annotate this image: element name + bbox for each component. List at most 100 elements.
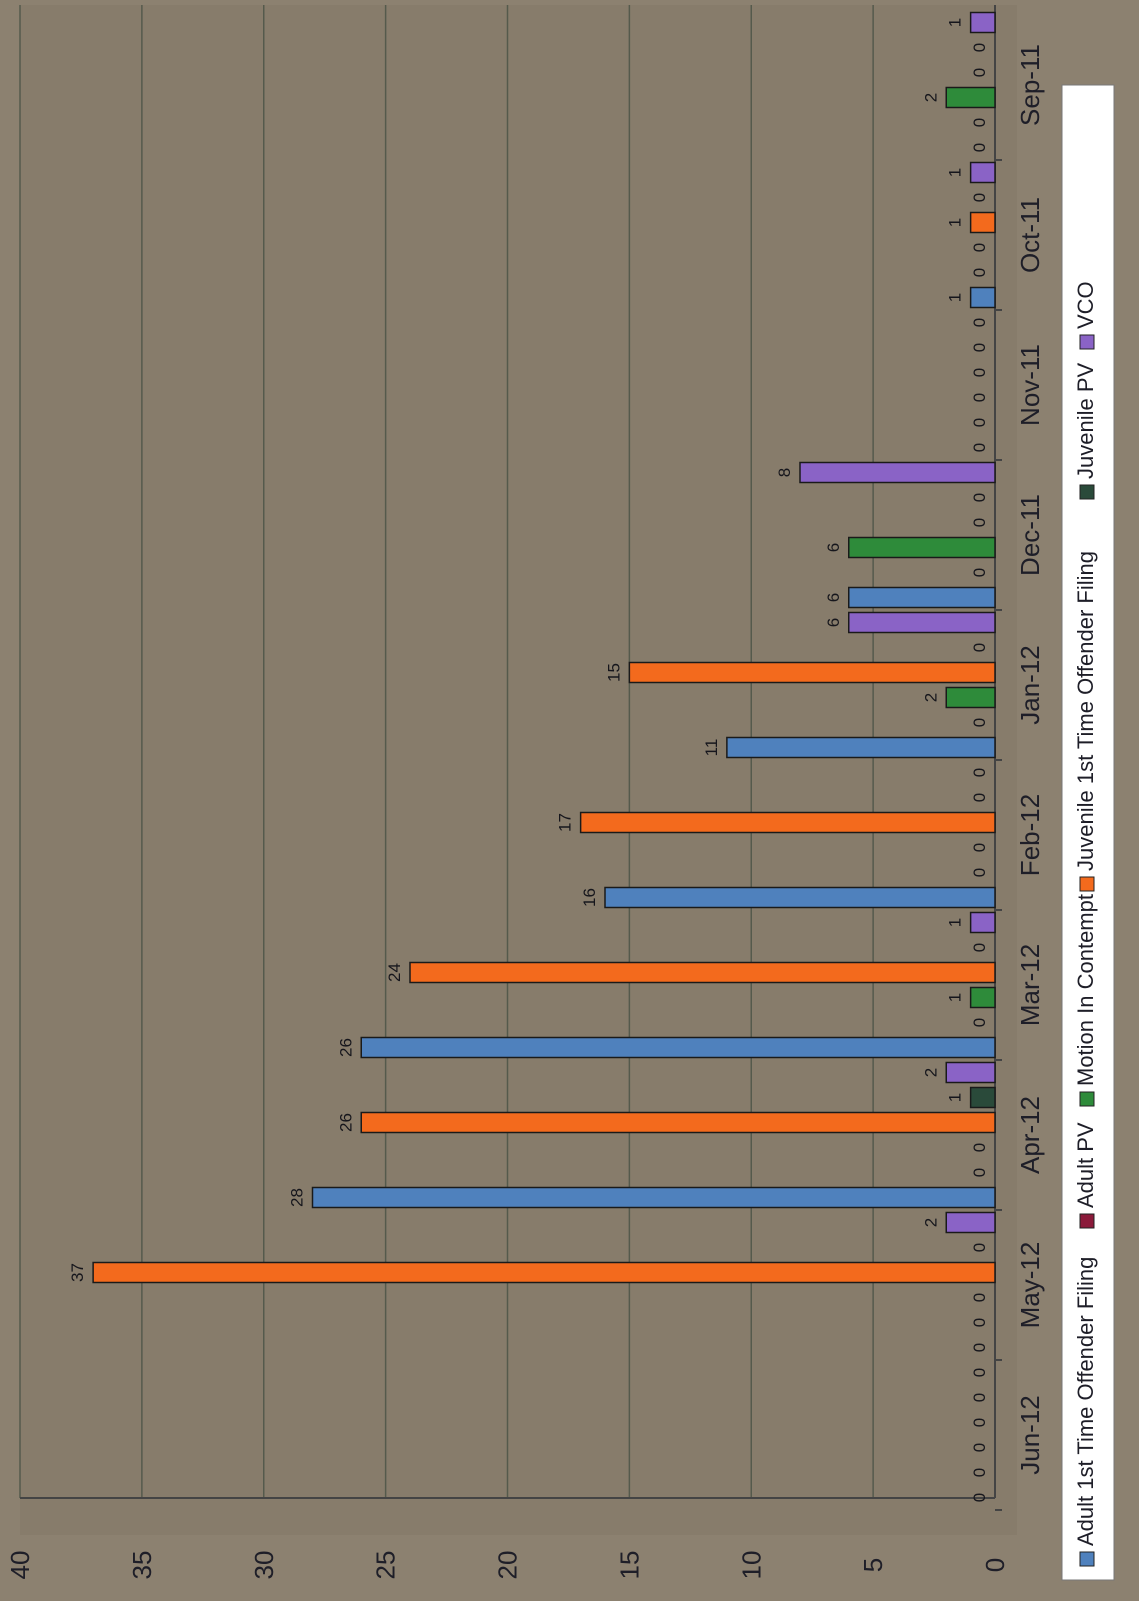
data-label: 2 — [921, 1068, 940, 1077]
bar — [945, 1211, 996, 1234]
data-label: 0 — [970, 243, 989, 252]
data-label: 2 — [921, 93, 940, 102]
bar — [969, 211, 996, 234]
value-tick-label: 5 — [858, 1558, 888, 1572]
data-label: 0 — [970, 318, 989, 327]
bar — [969, 161, 996, 184]
legend-swatch — [1079, 1091, 1095, 1107]
data-label: 0 — [970, 68, 989, 77]
legend-label: Juvenile 1st Time Offender Filing — [1073, 551, 1098, 871]
data-label: 6 — [824, 543, 843, 552]
data-label: 1 — [946, 18, 965, 27]
value-tick-label: 0 — [980, 1558, 1010, 1572]
data-label: 0 — [970, 1243, 989, 1252]
data-label: 0 — [970, 43, 989, 52]
bar — [969, 1086, 996, 1109]
data-label: 2 — [921, 693, 940, 702]
data-label: 0 — [970, 643, 989, 652]
legend-background — [1061, 84, 1115, 1581]
data-label: 1 — [946, 918, 965, 927]
category-label: Jun-12 — [1015, 1395, 1045, 1475]
data-label: 1 — [946, 293, 965, 302]
data-label: 0 — [970, 568, 989, 577]
data-label: 2 — [921, 1218, 940, 1227]
value-tick-label: 30 — [249, 1551, 279, 1580]
data-label: 0 — [970, 343, 989, 352]
bar — [848, 611, 996, 634]
bar — [945, 1061, 996, 1084]
bar — [579, 811, 996, 834]
data-label: 37 — [68, 1263, 87, 1282]
data-label: 0 — [970, 1318, 989, 1327]
category-label: Mar-12 — [1015, 944, 1045, 1026]
category-label: Feb-12 — [1015, 794, 1045, 876]
data-label: 8 — [775, 468, 794, 477]
legend-swatch — [1079, 1213, 1095, 1229]
bar — [848, 536, 996, 559]
category-label: Sep-11 — [1015, 44, 1045, 126]
category-label: May-12 — [1015, 1242, 1045, 1329]
legend-swatch — [1079, 334, 1095, 350]
data-label: 0 — [970, 943, 989, 952]
legend-label: VCO — [1073, 281, 1098, 329]
data-label: 0 — [970, 493, 989, 502]
data-label: 1 — [946, 168, 965, 177]
value-tick-label: 15 — [614, 1551, 644, 1580]
data-label: 0 — [970, 768, 989, 777]
legend-label: Motion In Contempt — [1073, 894, 1098, 1086]
data-label: 0 — [970, 1418, 989, 1427]
data-label: 0 — [970, 1468, 989, 1477]
data-label: 6 — [824, 593, 843, 602]
data-label: 0 — [970, 393, 989, 402]
data-label: 26 — [336, 1038, 355, 1057]
data-label: 0 — [970, 143, 989, 152]
data-label: 0 — [970, 718, 989, 727]
data-label: 28 — [288, 1188, 307, 1207]
data-label: 0 — [970, 368, 989, 377]
legend-box: Adult 1st Time Offender Filing Adult PV Mo… — [1061, 84, 1115, 1581]
bar — [360, 1111, 996, 1134]
value-tick-label: 35 — [127, 1551, 157, 1580]
bar — [311, 1186, 996, 1209]
data-label: 0 — [970, 868, 989, 877]
gridlines — [19, 5, 874, 1498]
legend-swatch — [1079, 876, 1095, 892]
data-label: 0 — [970, 118, 989, 127]
data-label: 1 — [946, 1093, 965, 1102]
axes: 0510152025303540Sep-11Oct-11Nov-11Dec-11… — [5, 5, 1045, 1579]
bar — [969, 286, 996, 309]
data-label: 15 — [604, 663, 623, 682]
value-tick-label: 25 — [371, 1551, 401, 1580]
bar — [969, 11, 996, 34]
plot-area — [20, 5, 1017, 1535]
data-label: 0 — [970, 268, 989, 277]
bar — [92, 1261, 996, 1284]
data-label: 0 — [970, 443, 989, 452]
legend-swatch — [1079, 484, 1095, 500]
bar — [848, 586, 996, 609]
bar — [726, 736, 996, 759]
data-label: 0 — [970, 193, 989, 202]
data-label: 17 — [556, 813, 575, 832]
bars — [92, 11, 996, 1284]
data-label: 11 — [702, 739, 721, 757]
bar — [945, 86, 996, 109]
data-label: 26 — [336, 1113, 355, 1132]
data-label: 1 — [946, 993, 965, 1002]
category-label: Dec-11 — [1015, 494, 1045, 576]
value-tick-label: 10 — [736, 1551, 766, 1580]
category-label: Apr-12 — [1015, 1096, 1045, 1174]
bar — [969, 986, 996, 1009]
data-label: 0 — [970, 1368, 989, 1377]
data-label: 0 — [970, 1018, 989, 1027]
data-label: 1 — [946, 218, 965, 227]
bar — [360, 1036, 996, 1059]
bar — [969, 911, 996, 934]
data-label: 0 — [970, 1168, 989, 1177]
category-label: Nov-11 — [1015, 344, 1045, 426]
data-label: 16 — [580, 888, 599, 907]
data-label: 24 — [385, 963, 404, 982]
legend-label: Adult PV — [1073, 1122, 1098, 1208]
bar — [628, 661, 996, 684]
